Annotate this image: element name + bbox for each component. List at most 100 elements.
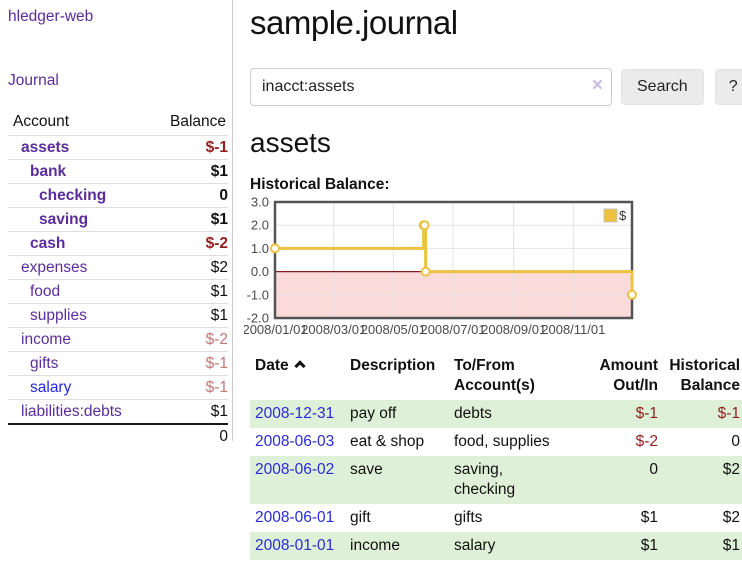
account-link-assets[interactable]: assets bbox=[21, 139, 70, 156]
svg-text:2008/09/01: 2008/09/01 bbox=[481, 322, 546, 337]
register-header-row: Date Description To/From Account(s) Amou… bbox=[250, 352, 742, 400]
accounts-header-row: Account Balance bbox=[8, 110, 228, 136]
svg-text:1.0: 1.0 bbox=[251, 241, 269, 256]
brand-link[interactable]: hledger-web bbox=[8, 8, 94, 25]
register-row: 2008-12-31 pay off debts $-1 $-1 bbox=[250, 400, 742, 428]
svg-text:2.0: 2.0 bbox=[251, 218, 269, 233]
register-row: 2008-06-02 save saving, checking 0 $2 bbox=[250, 456, 742, 504]
account-balance-bank: $1 bbox=[149, 159, 228, 184]
svg-text:2008/03/01: 2008/03/01 bbox=[301, 322, 366, 337]
register-header-date[interactable]: Date bbox=[250, 352, 350, 400]
transaction-balance: $-1 bbox=[717, 405, 740, 422]
account-row-salary: salary $-1 bbox=[8, 375, 228, 400]
account-balance-checking: 0 bbox=[149, 183, 228, 208]
transaction-accounts: saving, checking bbox=[454, 461, 516, 498]
account-row-checking: checking 0 bbox=[8, 183, 228, 208]
search-input[interactable] bbox=[250, 68, 612, 106]
account-link-supplies[interactable]: supplies bbox=[30, 307, 87, 324]
historical-balance-chart: $3.0 2.0 1.0 0.0 -1.0 -2.0 2008/01/01 2008/03/0… bbox=[244, 196, 742, 342]
svg-text:2008/11/01: 2008/11/01 bbox=[541, 322, 605, 337]
accounts-total-row: 0 bbox=[8, 423, 228, 448]
svg-text:2008/05/01: 2008/05/01 bbox=[361, 322, 426, 337]
account-balance-assets: $-1 bbox=[149, 135, 228, 160]
accounts-total-balance: 0 bbox=[149, 423, 228, 448]
transaction-description: gift bbox=[350, 509, 371, 526]
chart-title: Historical Balance: bbox=[250, 176, 390, 193]
account-row-income: income $-2 bbox=[8, 327, 228, 352]
register-table: Date Description To/From Account(s) Amou… bbox=[250, 352, 742, 560]
register-header-description: Description bbox=[350, 357, 436, 374]
svg-text:$: $ bbox=[619, 208, 627, 223]
account-row-assets: assets $-1 bbox=[8, 135, 228, 160]
account-row-liabilities-debts: liabilities:debts $1 bbox=[8, 399, 228, 424]
account-link-cash[interactable]: cash bbox=[30, 235, 66, 252]
transaction-date-link[interactable]: 2008-12-31 bbox=[255, 405, 335, 422]
account-row-cash: cash $-2 bbox=[8, 231, 228, 256]
transaction-balance: $1 bbox=[722, 537, 740, 554]
account-balance-saving: $1 bbox=[149, 207, 228, 232]
page-title: sample.journal bbox=[250, 4, 458, 41]
transaction-accounts: food, supplies bbox=[454, 433, 550, 450]
account-link-gifts[interactable]: gifts bbox=[30, 355, 59, 372]
nav: Journal bbox=[8, 72, 232, 90]
account-balance-income: $-2 bbox=[149, 327, 228, 352]
accounts-header-balance: Balance bbox=[169, 113, 226, 130]
transaction-amount: $1 bbox=[640, 537, 658, 554]
search-help-button[interactable]: ? bbox=[714, 69, 742, 105]
register-header-balance: Historical Balance bbox=[669, 357, 740, 394]
account-balance-salary: $-1 bbox=[149, 375, 228, 400]
account-heading: assets bbox=[250, 127, 331, 158]
accounts-table: Account Balance assets $-1 bank $1 check… bbox=[8, 110, 228, 448]
account-row-gifts: gifts $-1 bbox=[8, 351, 228, 376]
sidebar: hledger-web Journal Account Balance asse… bbox=[0, 0, 233, 448]
account-link-checking[interactable]: checking bbox=[39, 187, 107, 204]
account-balance-liabilities-debts: $1 bbox=[149, 399, 228, 424]
account-link-bank[interactable]: bank bbox=[30, 163, 67, 180]
accounts-header-account: Account bbox=[13, 113, 70, 130]
svg-text:3.0: 3.0 bbox=[251, 196, 269, 210]
transaction-date-link[interactable]: 2008-06-02 bbox=[255, 461, 335, 478]
chart-canvas: $3.0 2.0 1.0 0.0 -1.0 -2.02008/01/012008/03/0… bbox=[244, 196, 637, 337]
svg-text:-1.0: -1.0 bbox=[247, 287, 269, 302]
account-link-liabilities-debts[interactable]: liabilities:debts bbox=[21, 403, 122, 420]
transaction-balance: $2 bbox=[722, 509, 740, 526]
search-form: × Search ? bbox=[250, 68, 742, 106]
search-button[interactable]: Search bbox=[621, 69, 704, 105]
account-link-expenses[interactable]: expenses bbox=[21, 259, 88, 276]
account-link-food[interactable]: food bbox=[30, 283, 61, 300]
account-link-saving[interactable]: saving bbox=[39, 211, 89, 228]
clear-search-icon[interactable]: × bbox=[591, 75, 603, 96]
register-row: 2008-06-01 gift gifts $1 $2 bbox=[250, 504, 742, 532]
account-link-salary[interactable]: salary bbox=[30, 379, 72, 396]
transaction-date-link[interactable]: 2008-06-03 bbox=[255, 433, 335, 450]
account-row-supplies: supplies $1 bbox=[8, 303, 228, 328]
transaction-amount: $1 bbox=[640, 509, 658, 526]
transaction-balance: 0 bbox=[731, 433, 740, 450]
nav-item-journal[interactable]: Journal bbox=[8, 72, 59, 89]
register-header-amount: Amount Out/In bbox=[599, 357, 658, 394]
transaction-description: pay off bbox=[350, 405, 397, 422]
transaction-amount: $-1 bbox=[635, 405, 658, 422]
account-balance-expenses: $2 bbox=[149, 255, 228, 280]
account-row-saving: saving $1 bbox=[8, 207, 228, 232]
register-row: 2008-06-03 eat & shop food, supplies $-2… bbox=[250, 428, 742, 456]
transaction-description: save bbox=[350, 461, 383, 478]
account-row-expenses: expenses $2 bbox=[8, 255, 228, 280]
svg-text:2008/07/01: 2008/07/01 bbox=[420, 322, 485, 337]
register-row: 2008-01-01 income salary $1 $1 bbox=[250, 532, 742, 560]
transaction-amount: 0 bbox=[649, 461, 658, 478]
account-row-bank: bank $1 bbox=[8, 159, 228, 184]
register-header-accounts: To/From Account(s) bbox=[454, 357, 535, 394]
main-content: sample.journal × Search ? assets Histori… bbox=[240, 0, 742, 560]
transaction-accounts: debts bbox=[454, 405, 492, 422]
transaction-accounts: gifts bbox=[454, 509, 483, 526]
svg-text:0.0: 0.0 bbox=[251, 264, 269, 279]
transaction-date-link[interactable]: 2008-06-01 bbox=[255, 509, 335, 526]
transaction-date-link[interactable]: 2008-01-01 bbox=[255, 537, 335, 554]
app-brand: hledger-web bbox=[8, 8, 232, 26]
transaction-balance: $2 bbox=[722, 461, 740, 478]
svg-text:2008/01/01: 2008/01/01 bbox=[244, 322, 308, 337]
account-balance-food: $1 bbox=[149, 279, 228, 304]
account-link-income[interactable]: income bbox=[21, 331, 71, 348]
transaction-amount: $-2 bbox=[635, 433, 658, 450]
